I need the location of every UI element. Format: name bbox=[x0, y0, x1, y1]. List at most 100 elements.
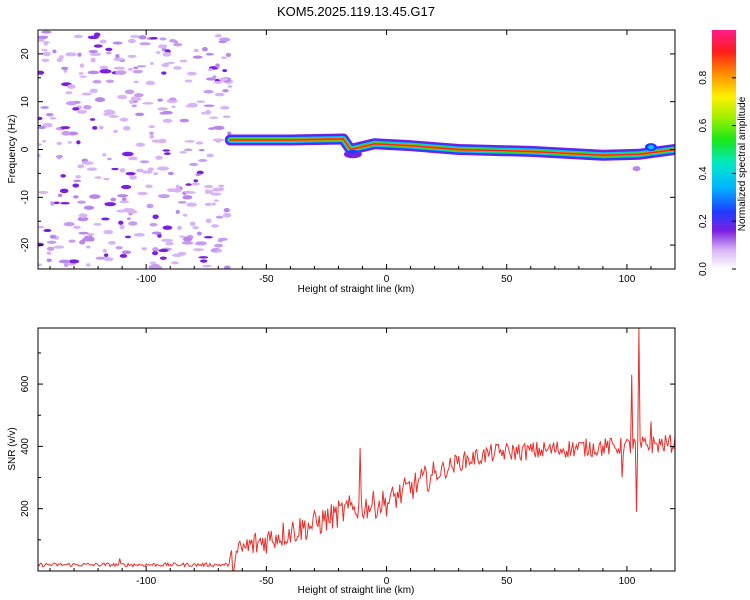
signal-track bbox=[224, 133, 675, 172]
noise-speckle bbox=[88, 236, 95, 242]
noise-speckle bbox=[41, 48, 48, 52]
noise-speckle bbox=[85, 263, 91, 267]
noise-speckle bbox=[115, 53, 120, 59]
snr-x-ticks: -100 -50 0 50 100 bbox=[49, 328, 676, 587]
snr-x-label: Height of straight line (km) bbox=[298, 585, 415, 596]
noise-speckle bbox=[38, 225, 45, 229]
noise-speckle bbox=[93, 32, 101, 37]
noise-speckle bbox=[65, 91, 73, 95]
noise-speckle bbox=[122, 126, 131, 131]
snr-series-line bbox=[38, 328, 675, 571]
noise-speckle bbox=[220, 106, 230, 110]
noise-speckle bbox=[68, 239, 76, 243]
noise-speckle bbox=[149, 131, 154, 135]
noise-speckle bbox=[156, 265, 163, 269]
noise-speckle bbox=[207, 68, 214, 72]
noise-speckle bbox=[79, 75, 87, 78]
noise-speckle bbox=[136, 65, 147, 68]
noise-speckle bbox=[195, 173, 201, 177]
noise-speckle bbox=[38, 70, 45, 75]
noise-speckle bbox=[193, 179, 199, 183]
noise-speckle bbox=[212, 75, 217, 79]
noise-speckle bbox=[115, 70, 127, 75]
noise-speckle bbox=[218, 187, 224, 191]
noise-speckle bbox=[119, 224, 125, 230]
noise-speckle bbox=[103, 177, 110, 181]
noise-speckle bbox=[49, 234, 57, 239]
noise-speckle bbox=[222, 212, 232, 218]
noise-speckle bbox=[162, 118, 173, 123]
noise-speckle bbox=[212, 125, 225, 130]
noise-speckle bbox=[218, 40, 227, 44]
noise-speckle bbox=[223, 207, 230, 213]
noise-speckle bbox=[161, 238, 174, 243]
noise-speckle bbox=[148, 125, 155, 129]
noise-speckle bbox=[142, 102, 154, 105]
noise-speckle bbox=[112, 41, 123, 45]
noise-speckle bbox=[46, 240, 57, 244]
snr-frame bbox=[37, 327, 676, 572]
noise-speckle bbox=[124, 235, 132, 239]
noise-speckle bbox=[181, 241, 194, 245]
noise-speckle bbox=[192, 55, 203, 59]
noise-speckle bbox=[213, 243, 224, 248]
x-tick-label: 100 bbox=[619, 274, 636, 285]
noise-speckle bbox=[133, 66, 139, 70]
x-tick-label: 100 bbox=[619, 576, 636, 587]
noise-speckle bbox=[108, 241, 116, 245]
noise-speckle bbox=[113, 129, 119, 133]
spectrogram-x-ticks: -100 -50 0 50 100 bbox=[49, 30, 676, 285]
noise-speckle bbox=[130, 34, 141, 38]
noise-speckle bbox=[99, 69, 112, 74]
noise-speckle bbox=[167, 171, 174, 176]
noise-speckle bbox=[173, 66, 182, 70]
noise-speckle bbox=[113, 66, 126, 70]
noise-speckle bbox=[129, 175, 138, 180]
noise-speckle bbox=[175, 184, 180, 190]
noise-speckle bbox=[222, 69, 228, 73]
noise-speckle bbox=[106, 110, 116, 115]
noise-speckle bbox=[198, 256, 209, 259]
y-tick-label: -10 bbox=[20, 190, 31, 205]
noise-speckle bbox=[203, 235, 213, 239]
noise-speckle bbox=[102, 248, 107, 253]
noise-speckle bbox=[186, 71, 197, 76]
noise-speckle bbox=[137, 191, 148, 196]
noise-speckle bbox=[179, 235, 186, 238]
x-tick-label: -50 bbox=[259, 274, 274, 285]
noise-speckle bbox=[110, 197, 117, 202]
noise-speckle bbox=[222, 115, 231, 119]
noise-speckle bbox=[196, 170, 204, 175]
noise-speckle bbox=[73, 195, 79, 199]
noise-speckle bbox=[223, 265, 231, 269]
noise-speckle bbox=[81, 92, 93, 96]
noise-speckle bbox=[78, 231, 89, 235]
noise-speckle bbox=[67, 84, 76, 89]
noise-speckle bbox=[46, 251, 52, 255]
noise-speckle bbox=[177, 251, 187, 256]
noise-speckle bbox=[60, 126, 71, 130]
noise-speckle bbox=[118, 220, 124, 225]
noise-speckle bbox=[193, 48, 199, 53]
noise-speckle bbox=[157, 166, 170, 171]
noise-speckle bbox=[201, 47, 208, 52]
noise-speckle bbox=[163, 152, 171, 155]
noise-speckle bbox=[73, 179, 82, 183]
noise-speckle bbox=[166, 188, 177, 193]
noise-speckle bbox=[94, 97, 106, 103]
noise-speckle bbox=[117, 94, 128, 100]
noise-speckle bbox=[157, 233, 162, 238]
noise-speckle bbox=[149, 36, 158, 40]
noise-speckle bbox=[149, 134, 155, 139]
noise-speckle bbox=[108, 115, 119, 118]
noise-speckle bbox=[115, 246, 123, 250]
noise-speckle bbox=[183, 148, 193, 152]
noise-speckle bbox=[141, 170, 153, 174]
noise-speckle bbox=[222, 89, 229, 93]
noise-speckle bbox=[131, 97, 142, 102]
noise-speckle bbox=[199, 259, 208, 263]
noise-speckle bbox=[83, 104, 92, 110]
noise-speckle bbox=[40, 106, 49, 109]
noise-speckle bbox=[87, 70, 100, 75]
noise-speckle bbox=[138, 35, 147, 40]
